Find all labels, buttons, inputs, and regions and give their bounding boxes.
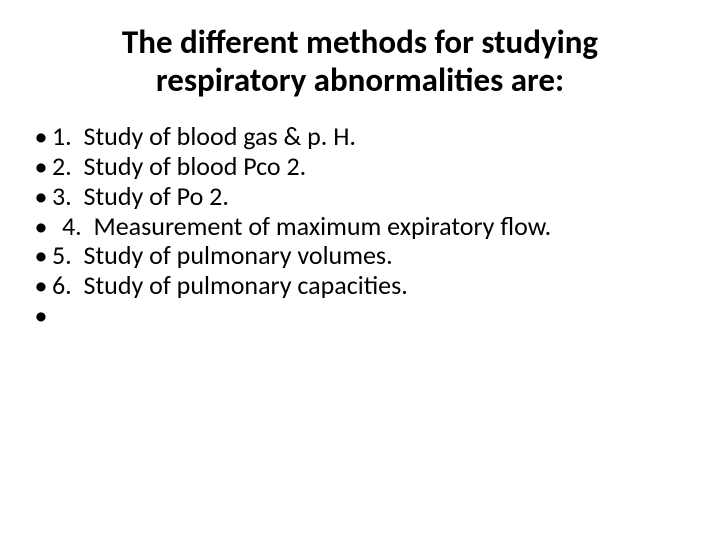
list-item: • 2. Study of blood Pco 2.	[30, 152, 690, 182]
title-line-2: respiratory abnormalities are:	[30, 62, 690, 100]
item-number: 5.	[52, 241, 72, 271]
bullet-icon: •	[30, 301, 52, 331]
list-item: • 6. Study of pulmonary capacities.	[30, 271, 690, 301]
bullet-icon: •	[30, 182, 52, 212]
title-line-1: The different methods for studying	[30, 24, 690, 62]
bullet-icon: •	[30, 152, 52, 182]
item-number: 6.	[52, 271, 72, 301]
item-text: Study of blood gas & p. H.	[84, 122, 356, 152]
item-number: 3.	[52, 182, 72, 212]
slide-title: The different methods for studying respi…	[30, 24, 690, 100]
slide-body: • 1. Study of blood gas & p. H. • 2. Stu…	[30, 122, 690, 331]
list-item: • 4. Measurement of maximum expiratory f…	[30, 212, 690, 242]
bullet-icon: •	[30, 271, 52, 301]
item-number: 2.	[52, 152, 72, 182]
list-item-empty: •	[30, 301, 690, 331]
list-item: • 1. Study of blood gas & p. H.	[30, 122, 690, 152]
item-text: Study of blood Pco 2.	[84, 152, 307, 182]
item-number: 1.	[52, 122, 72, 152]
item-text: Study of pulmonary capacities.	[84, 271, 408, 301]
item-text: Study of pulmonary volumes.	[84, 241, 393, 271]
item-text: Measurement of maximum expiratory flow.	[94, 212, 552, 242]
bullet-icon: •	[30, 212, 52, 242]
list-item: • 5. Study of pulmonary volumes.	[30, 241, 690, 271]
bullet-icon: •	[30, 241, 52, 271]
item-number: 4.	[52, 212, 82, 242]
bullet-icon: •	[30, 122, 52, 152]
slide: The different methods for studying respi…	[0, 0, 720, 540]
item-text: Study of Po 2.	[84, 182, 229, 212]
list-item: • 3. Study of Po 2.	[30, 182, 690, 212]
